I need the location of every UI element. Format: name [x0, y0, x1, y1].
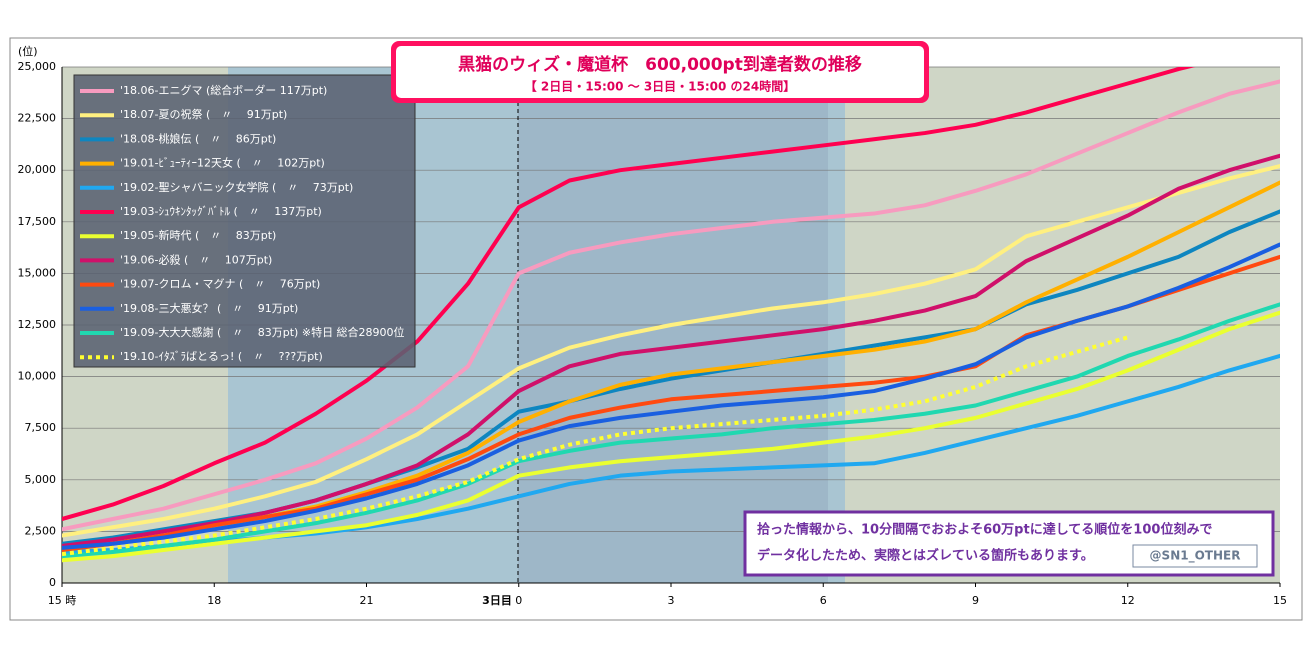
- legend-label: '19.02-聖シャバニック女学院 ( 〃 73万pt): [120, 180, 353, 194]
- x-tick-label: 15: [1273, 594, 1287, 607]
- series-line: [62, 79, 1280, 532]
- x-tick-label: 15 時: [48, 594, 77, 607]
- series-line: [62, 242, 1280, 550]
- legend-label: '19.01-ﾋﾞｭｰﾃｨｰ12天女 ( 〃 102万pt): [120, 156, 325, 170]
- x-tick-label: 3: [668, 594, 675, 607]
- legend-box: [73, 74, 416, 368]
- y-tick-label: 15,000: [18, 266, 57, 279]
- note-line: データ化したため、実際とはズレている箇所もあります。: [757, 548, 1094, 564]
- y-tick-label: 5,000: [25, 473, 57, 486]
- legend-label: '19.08-三大悪女？ ( 〃 91万pt): [120, 301, 298, 315]
- note-line: 拾った情報から、10分間隔でおおよそ60万ptに達してる順位を100位刻みで: [757, 522, 1212, 538]
- legend-label: '19.06-必殺 ( 〃 107万pt): [120, 252, 272, 266]
- series-line: [62, 335, 1129, 557]
- y-tick-label: 22,500: [18, 112, 57, 125]
- x-tick-label: 21: [360, 594, 374, 607]
- x-tick-label: 6: [820, 594, 827, 607]
- y-tick-label: 17,500: [18, 215, 57, 228]
- x-tick-label: 12: [1121, 594, 1135, 607]
- legend-label: '19.07-クロム・マグナ ( 〃 76万pt): [120, 277, 320, 291]
- credit-box: [1132, 544, 1258, 568]
- y-tick-label: 12,500: [18, 318, 57, 331]
- legend-label: '18.07-夏の祝祭 ( 〃 91万pt): [120, 107, 287, 121]
- title-inner: [396, 46, 924, 98]
- series-line: [62, 164, 1280, 538]
- legend-label: '19.09-大大大感謝 ( 〃 83万pt) ※特日 総合28900位: [120, 325, 405, 339]
- legend-label: '19.05-新時代 ( 〃 83万pt): [120, 228, 276, 242]
- chart-title: 黒猫のウィズ・魔道杯 600,000pt到達者数の推移: [458, 54, 862, 75]
- x-tick-label: 9: [972, 594, 979, 607]
- series-line: [62, 67, 1196, 522]
- y-tick-label: 0: [49, 576, 56, 589]
- legend-label: '18.08-桃娘伝 ( 〃 86万pt): [120, 131, 276, 145]
- legend-label: '19.10-ｲﾀｽﾞﾗばとるっ! ( 〃 ???万pt): [120, 350, 323, 363]
- y-tick-label: 10,000: [18, 370, 57, 383]
- x-tick-label: 18: [207, 594, 221, 607]
- legend-label: '19.03-ｼｭｳｷﾝﾀｯｸﾞﾊﾞﾄﾙ ( 〃 137万pt): [120, 205, 322, 218]
- y-tick-label: 25,000: [18, 60, 57, 73]
- y-tick-label: 2,500: [25, 524, 57, 537]
- y-tick-label: 20,000: [18, 163, 57, 176]
- series-line: [62, 310, 1280, 563]
- series-line: [62, 153, 1280, 548]
- chart-subtitle: 【 2日目・15:00 ～ 3日目・15:00 の24時間】: [525, 79, 796, 94]
- y-unit: (位): [18, 44, 38, 58]
- x-tick-label: 0: [515, 594, 522, 607]
- legend-label: '18.06-エニグマ (総合ボーダー 117万pt): [120, 83, 327, 97]
- series-line: [62, 302, 1280, 559]
- y-tick-label: 7,500: [25, 421, 57, 434]
- annotation: 3日目: [482, 594, 512, 607]
- credit: @SN1_OTHER: [1150, 549, 1241, 564]
